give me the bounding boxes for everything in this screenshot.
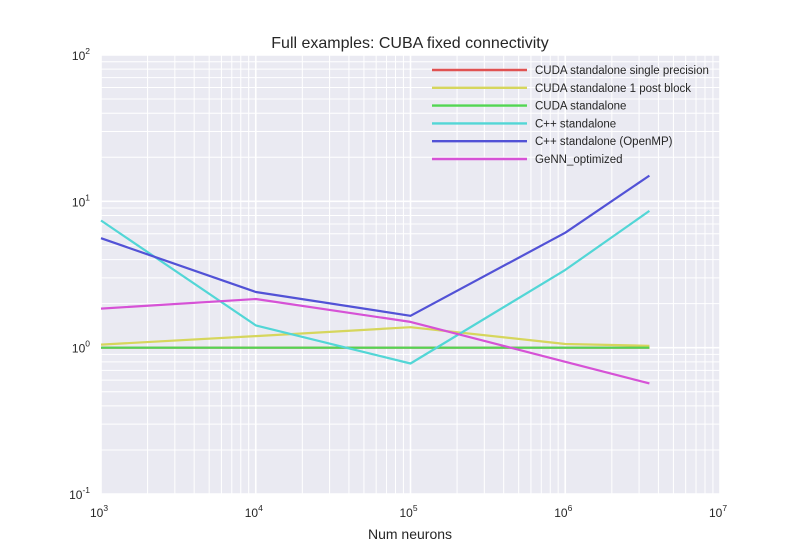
chart-title: Full examples: CUBA fixed connectivity [271, 35, 548, 52]
grid [100, 54, 721, 495]
tick-label: 10-1 [69, 485, 90, 502]
series-line [100, 326, 650, 347]
tick-label: 100 [72, 339, 90, 356]
tick-label: 103 [90, 503, 108, 520]
legend-label: C++ standalone (OpenMP) [535, 136, 673, 148]
tick-labels: 103 104 105 106 107 10-1 100 101 102 [69, 46, 727, 520]
legend-label: C++ standalone [535, 118, 616, 130]
legend-label: CUDA standalone 1 post block [535, 83, 691, 95]
legend-label: CUDA standalone [535, 101, 626, 113]
series-line [100, 297, 650, 385]
tick-label: 105 [399, 503, 417, 520]
legend: CUDA standalone single precision CUDA sta… [432, 65, 709, 166]
legend-label: GeNN_optimized [535, 154, 623, 166]
legend-label: CUDA standalone single precision [535, 65, 709, 77]
tick-label: 102 [72, 46, 90, 63]
series-line [100, 209, 651, 365]
x-axis-label: Num neurons [368, 526, 452, 542]
tick-label: 104 [245, 503, 263, 520]
tick-label: 101 [72, 192, 90, 209]
tick-label: 106 [554, 503, 572, 520]
series-line [100, 174, 651, 317]
tick-label: 107 [709, 503, 727, 520]
series-lines [100, 174, 651, 385]
